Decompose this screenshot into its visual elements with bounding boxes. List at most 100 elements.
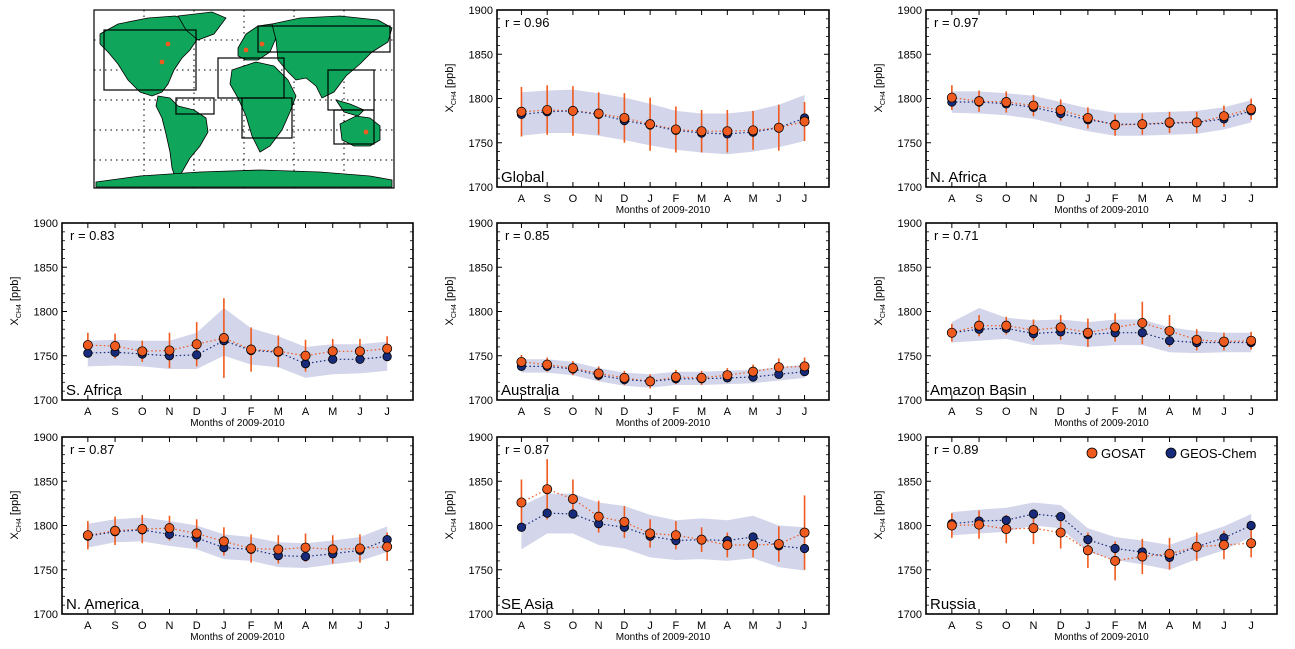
x-tick-label: M	[328, 406, 337, 418]
australia-shape	[339, 115, 381, 147]
gosat-point	[1028, 523, 1039, 534]
gosat-point	[974, 96, 985, 107]
correlation-label: r = 0.96	[505, 15, 549, 30]
site-marker	[259, 41, 265, 47]
x-tick-label: A	[1166, 193, 1174, 205]
gosat-point	[696, 126, 707, 137]
x-tick-label: S	[544, 406, 551, 418]
x-tick-label: M	[1192, 193, 1201, 205]
gosat-point	[593, 108, 604, 119]
x-tick-label: J	[776, 193, 782, 205]
y-tick-label: 1800	[469, 307, 493, 319]
geos-chem-point	[516, 522, 527, 532]
x-tick-label: O	[569, 193, 578, 205]
box-s-africa	[241, 97, 293, 139]
x-tick-label: F	[248, 620, 255, 632]
legend-gosat-marker	[1086, 447, 1098, 459]
x-tick-label: J	[1085, 620, 1091, 632]
x-tick-label: O	[1002, 620, 1011, 632]
x-tick-label: S	[544, 193, 551, 205]
gosat-point	[1191, 541, 1202, 552]
legend-geos-chem-marker	[1165, 447, 1177, 459]
y-axis-label: XCH4 [ppb]	[873, 64, 887, 113]
model-range-band	[521, 89, 805, 155]
y-axis-label-subscript: CH4	[451, 91, 458, 105]
geos-chem-point	[1028, 509, 1039, 519]
y-tick-label: 1900	[469, 218, 493, 230]
x-axis-label: Months of 2009-2010	[190, 632, 285, 643]
y-tick-label: 1850	[469, 49, 493, 61]
x-tick-label: N	[1030, 193, 1038, 205]
y-tick-label: 1750	[898, 351, 922, 363]
gosat-point	[799, 527, 810, 538]
y-tick-label: 1900	[898, 432, 922, 444]
gosat-point	[300, 350, 311, 361]
gosat-point	[1001, 524, 1012, 535]
x-tick-label: D	[620, 193, 628, 205]
x-tick-label: J	[647, 620, 653, 632]
gosat-point	[110, 341, 121, 352]
x-tick-label: O	[1002, 406, 1011, 418]
y-tick-label: 1900	[469, 5, 493, 17]
chart-panel-n-america: 1700 1750 1800 1850 1900 XCH4 [ppb] A S O N D J F M A M…	[9, 432, 414, 643]
x-tick-label: D	[1057, 620, 1065, 632]
gosat-point	[567, 493, 578, 504]
gosat-point	[773, 539, 784, 550]
model-range-band	[951, 502, 1252, 570]
gosat-point	[542, 359, 553, 370]
x-tick-label: A	[84, 406, 92, 418]
x-tick-label: F	[673, 193, 680, 205]
gosat-point	[619, 516, 630, 527]
box-amazon	[175, 97, 215, 115]
gosat-point	[1246, 335, 1257, 346]
x-tick-label: J	[1221, 406, 1227, 418]
geos-chem-point	[83, 348, 93, 358]
legend: GOSAT GEOS-Chem	[1086, 446, 1257, 461]
geos-chem-point	[1056, 512, 1066, 522]
gosat-point	[1191, 117, 1202, 128]
x-tick-label: F	[673, 406, 680, 418]
map-region-boxes	[103, 25, 391, 145]
region-title: S. Africa	[66, 382, 123, 399]
x-tick-label: J	[802, 406, 808, 418]
y-axis-label-main: X	[9, 532, 21, 540]
gosat-point	[82, 340, 93, 351]
gosat-point	[110, 525, 121, 536]
y-tick-label: 1750	[469, 565, 493, 577]
gosat-point	[1164, 117, 1175, 128]
y-tick-label: 1750	[34, 351, 58, 363]
site-marker	[243, 47, 249, 53]
y-axis-label-main: X	[873, 318, 885, 326]
gosat-point	[1001, 320, 1012, 331]
x-tick-label: S	[544, 620, 551, 632]
x-tick-label: N	[595, 620, 603, 632]
gosat-point	[748, 366, 759, 377]
x-axis-label: Months of 2009-2010	[1054, 632, 1149, 643]
legend-gosat-label: GOSAT	[1101, 446, 1146, 461]
y-tick-label: 1700	[898, 609, 922, 621]
y-tick-label: 1850	[34, 262, 58, 274]
x-tick-label: S	[111, 620, 118, 632]
x-tick-label: S	[111, 406, 118, 418]
model-range-band	[951, 308, 1252, 354]
chart-panel-s-africa: 1700 1750 1800 1850 1900 XCH4 [ppb] A S O N D J F M A M…	[9, 218, 414, 429]
gosat-point	[670, 371, 681, 382]
gosat-point	[164, 523, 175, 534]
x-tick-label: S	[975, 193, 982, 205]
x-tick-label: F	[1112, 406, 1119, 418]
map-landmasses	[95, 11, 393, 188]
south-america-shape	[155, 95, 209, 181]
x-tick-label: M	[748, 193, 757, 205]
y-tick-label: 1700	[898, 395, 922, 407]
y-tick-label: 1900	[898, 5, 922, 17]
gosat-point	[773, 122, 784, 133]
x-tick-label: F	[1112, 620, 1119, 632]
x-tick-label: A	[724, 193, 732, 205]
gosat-point	[722, 370, 733, 381]
y-tick-label: 1700	[34, 609, 58, 621]
y-axis-label-main: X	[444, 318, 456, 326]
x-tick-label: J	[1221, 620, 1227, 632]
gosat-point	[722, 539, 733, 550]
x-tick-label: N	[166, 406, 174, 418]
y-tick-label: 1700	[469, 182, 493, 194]
